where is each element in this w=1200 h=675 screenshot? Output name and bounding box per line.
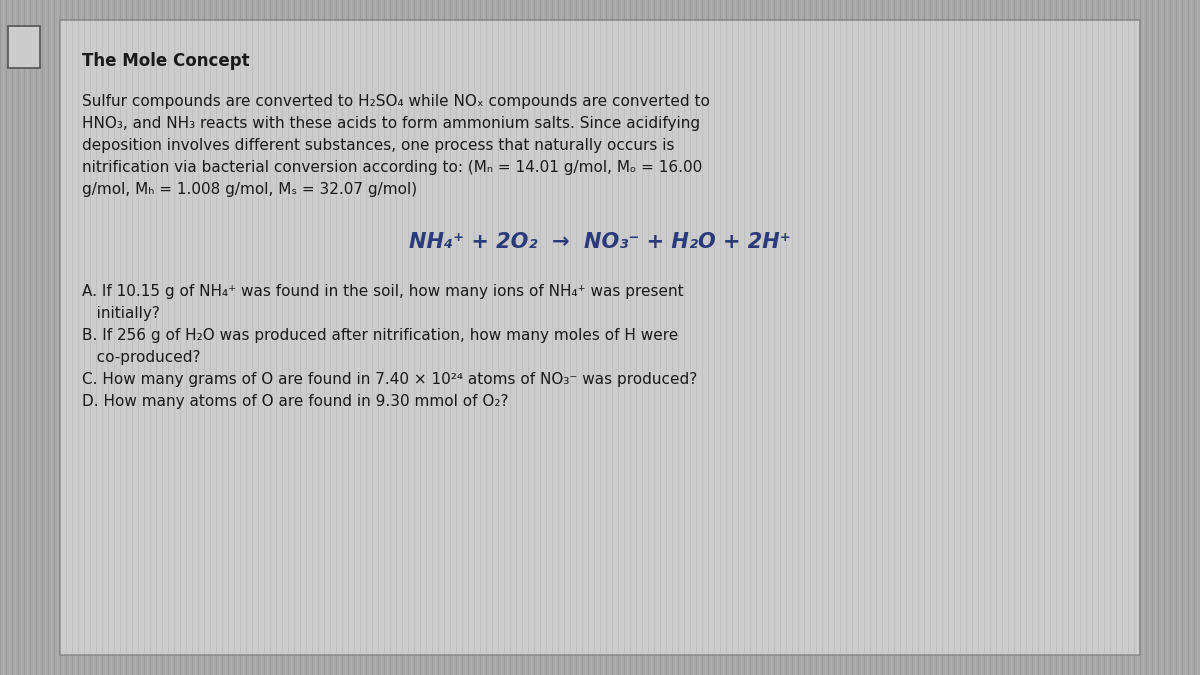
Text: D. How many atoms of O are found in 9.30 mmol of O₂?: D. How many atoms of O are found in 9.30… bbox=[82, 394, 509, 409]
Text: B. If 256 g of H₂O was produced after nitrification, how many moles of H were: B. If 256 g of H₂O was produced after ni… bbox=[82, 328, 678, 343]
Bar bbox=[8, 26, 40, 68]
Text: HNO₃, and NH₃ reacts with these acids to form ammonium salts. Since acidifying: HNO₃, and NH₃ reacts with these acids to… bbox=[82, 116, 700, 131]
Text: co-produced?: co-produced? bbox=[82, 350, 200, 365]
Text: NH₄⁺ + 2O₂  →  NO₃⁻ + H₂O + 2H⁺: NH₄⁺ + 2O₂ → NO₃⁻ + H₂O + 2H⁺ bbox=[409, 232, 791, 252]
Text: Sulfur compounds are converted to H₂SO₄ while NOₓ compounds are converted to: Sulfur compounds are converted to H₂SO₄ … bbox=[82, 94, 710, 109]
Text: deposition involves different substances, one process that naturally occurs is: deposition involves different substances… bbox=[82, 138, 674, 153]
Text: g/mol, Mₕ = 1.008 g/mol, Mₛ = 32.07 g/mol): g/mol, Mₕ = 1.008 g/mol, Mₛ = 32.07 g/mo… bbox=[82, 182, 418, 197]
Text: A. If 10.15 g of NH₄⁺ was found in the soil, how many ions of NH₄⁺ was present: A. If 10.15 g of NH₄⁺ was found in the s… bbox=[82, 284, 684, 299]
Text: nitrification via bacterial conversion according to: (Mₙ = 14.01 g/mol, Mₒ = 16.: nitrification via bacterial conversion a… bbox=[82, 160, 702, 175]
Text: C. How many grams of O are found in 7.40 × 10²⁴ atoms of NO₃⁻ was produced?: C. How many grams of O are found in 7.40… bbox=[82, 372, 697, 387]
Text: initially?: initially? bbox=[82, 306, 160, 321]
Text: The Mole Concept: The Mole Concept bbox=[82, 52, 250, 70]
